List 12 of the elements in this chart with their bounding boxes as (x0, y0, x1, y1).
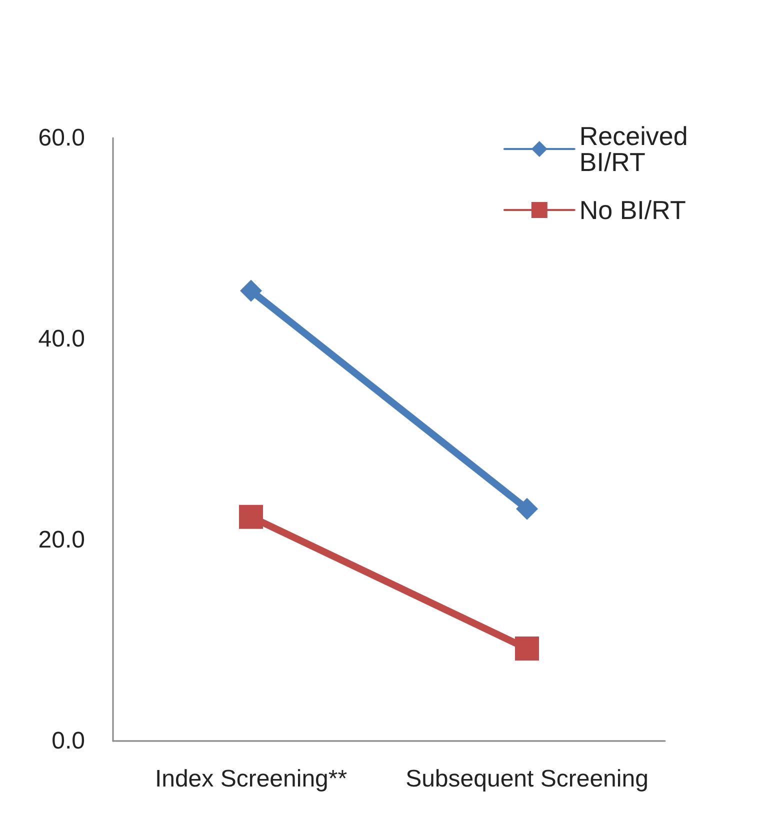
y-tick-label: 0.0 (52, 728, 85, 754)
legend-label: No BI/RT (579, 195, 686, 225)
legend-label: Received BI/RT (579, 121, 696, 177)
point (515, 636, 539, 661)
y-tick-label: 40.0 (38, 326, 85, 352)
y-tick-label: 20.0 (38, 526, 85, 554)
x-tick-label: Index Screening** (154, 766, 348, 792)
point (516, 498, 538, 520)
x-tick-label: Subsequent Screening (406, 766, 648, 792)
point (239, 504, 263, 529)
y-tick-label: 60.0 (38, 124, 85, 152)
point (240, 280, 262, 302)
